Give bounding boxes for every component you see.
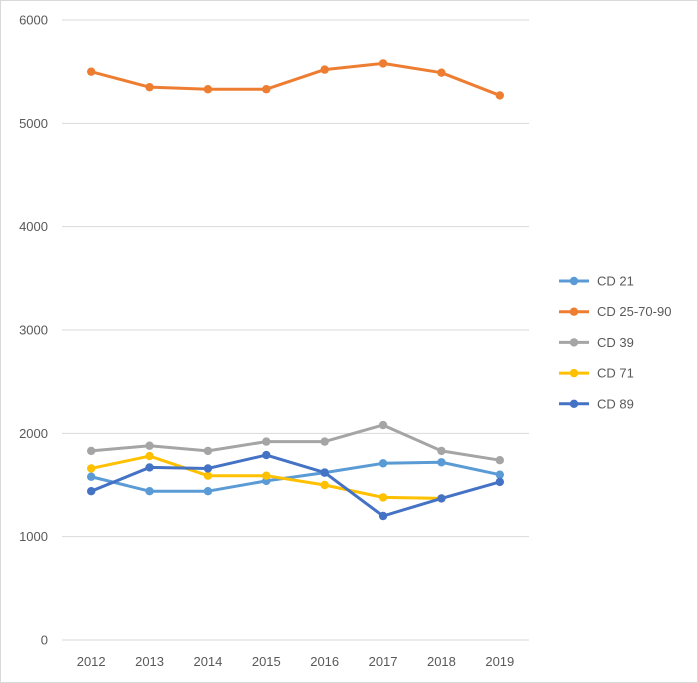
series-line	[89, 61, 502, 97]
series-group	[86, 59, 505, 521]
data-point	[262, 437, 271, 446]
data-point	[145, 487, 154, 496]
x-tick-label: 2017	[369, 654, 398, 669]
legend-label: CD 21	[597, 274, 634, 289]
y-tick-label: 4000	[19, 219, 48, 234]
data-point	[437, 68, 446, 77]
x-tick-label: 2019	[485, 654, 514, 669]
data-point	[262, 85, 271, 94]
legend: CD 21 CD 25-70-90 CD 39 CD 71 CD 89	[559, 274, 671, 411]
data-point	[86, 67, 96, 76]
data-point	[437, 494, 446, 503]
gridlines	[62, 19, 529, 641]
legend-item: CD 25-70-90	[559, 304, 671, 319]
data-point	[145, 451, 154, 461]
data-point	[378, 420, 388, 430]
data-point	[262, 450, 271, 460]
legend-item: CD 21	[559, 274, 634, 289]
data-point	[203, 487, 213, 496]
x-tick-label: 2012	[77, 654, 106, 669]
x-tick-label: 2015	[252, 654, 281, 669]
data-point	[437, 446, 446, 456]
y-axis: 0 1000 2000 3000 4000 5000 6000	[19, 13, 48, 648]
legend-label: CD 39	[597, 335, 634, 350]
data-point	[320, 65, 329, 74]
series-cd-89	[86, 450, 505, 521]
series-cd-39	[86, 420, 505, 465]
legend-swatch-marker	[569, 399, 579, 408]
series-cd-71	[86, 451, 446, 503]
x-tick-label: 2013	[135, 654, 164, 669]
y-tick-label: 0	[41, 633, 48, 648]
legend-swatch-marker	[569, 338, 579, 347]
data-point	[145, 463, 154, 472]
data-point	[495, 477, 505, 487]
data-point	[203, 464, 213, 473]
data-point	[495, 91, 505, 100]
series-line	[89, 423, 502, 462]
data-point	[320, 437, 329, 446]
data-point	[378, 459, 388, 468]
x-tick-label: 2018	[427, 654, 456, 669]
legend-item: CD 89	[559, 396, 634, 411]
data-point	[86, 472, 96, 481]
data-point	[262, 471, 271, 480]
data-point	[495, 470, 505, 479]
series-line	[89, 453, 502, 518]
series-cd-25-70-90	[86, 59, 505, 100]
data-point	[320, 468, 329, 477]
data-point	[203, 446, 213, 456]
data-point	[203, 85, 213, 94]
data-point	[86, 446, 96, 456]
legend-swatch-marker	[569, 307, 579, 316]
legend-label: CD 25-70-90	[597, 304, 671, 319]
y-tick-label: 5000	[19, 116, 48, 131]
data-point	[145, 441, 154, 450]
data-point	[437, 458, 446, 467]
data-point	[378, 59, 388, 68]
y-tick-label: 6000	[19, 13, 48, 28]
data-point	[203, 471, 213, 480]
data-point	[86, 487, 96, 496]
data-point	[378, 493, 388, 502]
y-tick-label: 3000	[19, 323, 48, 338]
data-point	[495, 456, 505, 465]
data-point	[145, 82, 154, 92]
legend-swatch-marker	[569, 276, 579, 286]
y-tick-label: 1000	[19, 529, 48, 544]
legend-item: CD 39	[559, 335, 634, 350]
data-point	[378, 511, 388, 521]
x-tick-label: 2014	[193, 654, 222, 669]
x-tick-label: 2016	[310, 654, 339, 669]
legend-label: CD 89	[597, 396, 634, 411]
legend-swatch-marker	[569, 368, 579, 378]
data-point	[86, 464, 96, 473]
data-point	[320, 480, 329, 490]
series-line	[89, 460, 502, 493]
legend-label: CD 71	[597, 366, 634, 381]
legend-item: CD 71	[559, 366, 634, 381]
y-tick-label: 2000	[19, 426, 48, 441]
x-axis: 2012 2013 2014 2015 2016 2017 2018 2019	[77, 654, 515, 669]
